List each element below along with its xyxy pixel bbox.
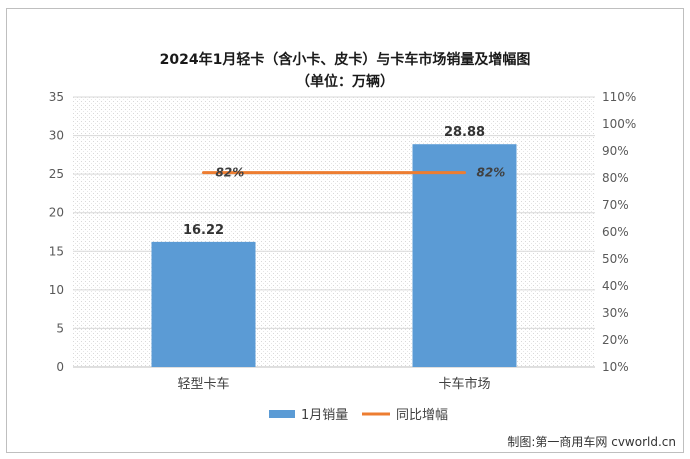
y-right-tick-label: 20% [602, 333, 629, 347]
bar [412, 144, 517, 367]
y-right-tick-label: 90% [602, 144, 629, 158]
y-left-tick-label: 10 [49, 283, 64, 297]
y-axis-right: 10% 20% 30% 40% 50% 60% 70% 80% 90% 100% 110% [602, 90, 636, 374]
line-data-label: 82% [216, 166, 245, 180]
credit-text: 制图:第一商用车网 cvworld.cn [507, 434, 676, 449]
y-axis-left: 0 5 10 15 20 25 30 35 [49, 90, 64, 374]
legend-bar-swatch [269, 410, 295, 418]
y-left-tick-label: 5 [56, 321, 64, 335]
legend: 1月销量 同比增幅 [269, 408, 448, 423]
chart-subtitle: （单位：万辆） [296, 73, 394, 90]
x-category-label: 卡车市场 [438, 376, 490, 392]
y-right-tick-label: 60% [602, 225, 629, 239]
x-axis-categories: 轻型卡车 卡车市场 [177, 376, 490, 392]
x-category-label: 轻型卡车 [177, 376, 229, 392]
y-left-tick-label: 20 [49, 206, 64, 220]
y-right-tick-label: 70% [602, 198, 629, 212]
bar-data-label: 28.88 [444, 125, 485, 140]
y-left-tick-label: 15 [49, 244, 64, 258]
legend-line-label: 同比增幅 [396, 408, 448, 423]
y-left-tick-label: 30 [49, 129, 64, 143]
y-left-tick-label: 35 [49, 90, 64, 104]
line-data-label: 82% [477, 166, 506, 180]
y-right-tick-label: 100% [602, 117, 636, 131]
bar [151, 241, 256, 367]
chart-title: 2024年1月轻卡（含小卡、皮卡）与卡车市场销量及增幅图 [160, 51, 531, 68]
y-right-tick-label: 30% [602, 306, 629, 320]
y-right-tick-label: 110% [602, 90, 636, 104]
y-right-tick-label: 40% [602, 279, 629, 293]
y-left-tick-label: 25 [49, 167, 64, 181]
y-right-tick-label: 80% [602, 171, 629, 185]
legend-bar-label: 1月销量 [301, 408, 348, 423]
bar-series: 16.22 28.88 [151, 125, 517, 367]
bar-data-label: 16.22 [183, 223, 224, 238]
plot-area [73, 97, 595, 367]
y-left-tick-label: 0 [56, 360, 64, 374]
y-right-tick-label: 50% [602, 252, 629, 266]
y-right-tick-label: 10% [602, 360, 629, 374]
line-series: 82% 82% [202, 166, 506, 180]
